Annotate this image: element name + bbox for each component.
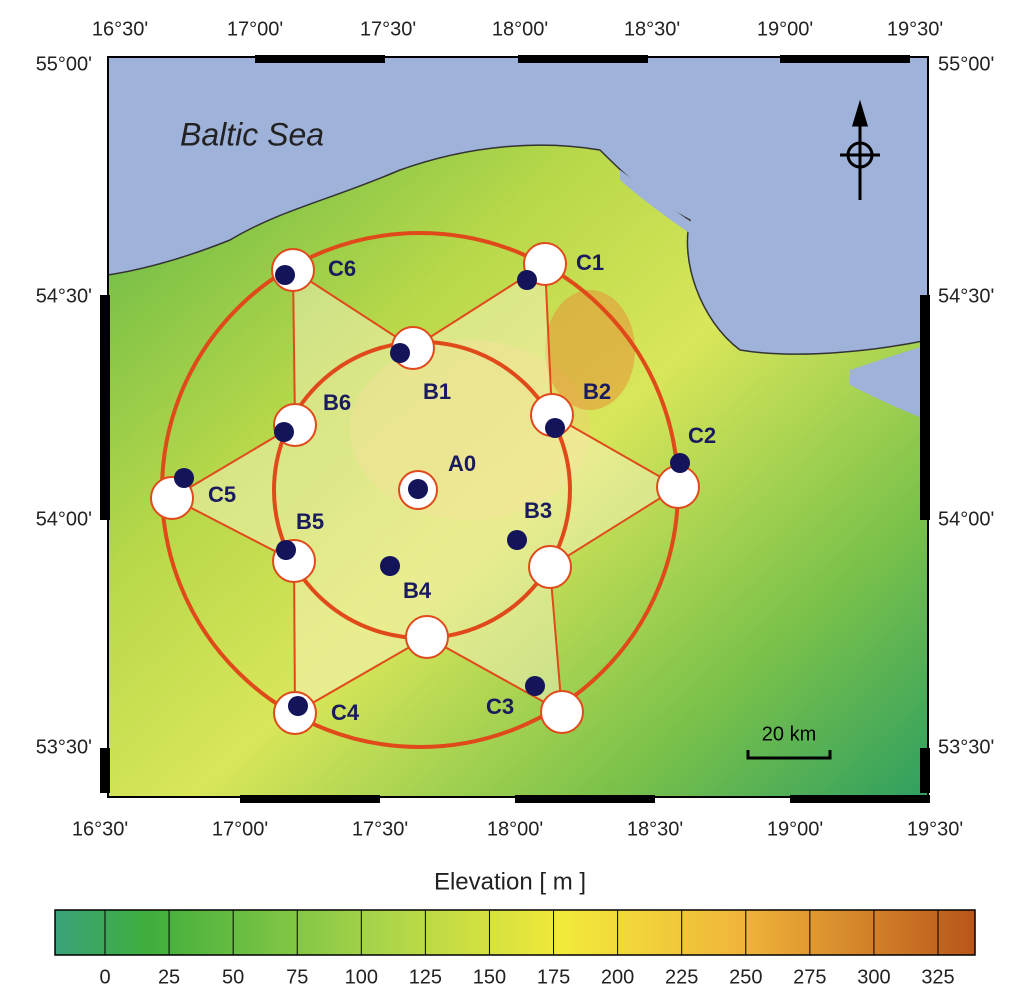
colorbar-label: 100: [345, 966, 378, 988]
lat-label: 54°00': [938, 508, 994, 530]
station-ring: [529, 546, 571, 588]
lon-label: 16°30': [72, 818, 128, 840]
station-point: [670, 453, 690, 473]
station-label: C5: [208, 482, 236, 507]
station-label: A0: [448, 451, 476, 476]
station-point: [380, 556, 400, 576]
colorbar: [55, 910, 975, 955]
station-label: C6: [328, 256, 356, 281]
lat-label: 53°30': [938, 736, 994, 758]
lat-label: 55°00': [36, 53, 92, 75]
lat-label: 54°30': [36, 285, 92, 307]
station-point: [517, 270, 537, 290]
station-label: B5: [296, 509, 324, 534]
station-ring: [406, 616, 448, 658]
lon-label: 17°30': [360, 18, 416, 40]
legend-title: Elevation [ m ]: [434, 868, 586, 895]
lon-label: 19°00': [767, 818, 823, 840]
station-point: [174, 468, 194, 488]
colorbar-label: 150: [473, 966, 506, 988]
station-ring: [541, 691, 583, 733]
lon-label: 19°00': [757, 18, 813, 40]
colorbar-label: 200: [601, 966, 634, 988]
sea-label: Baltic Sea: [180, 116, 324, 152]
lat-label: 55°00': [938, 53, 994, 75]
lon-label: 18°30': [624, 18, 680, 40]
station-point: [288, 696, 308, 716]
lon-label: 19°30': [907, 818, 963, 840]
station-label: B2: [583, 379, 611, 404]
station-label: B6: [323, 390, 351, 415]
map-figure: A0 B1 B2 B3 B4 B5 B6 C1 C2 C3 C4 C5 C6 Baltic Sea 20…: [0, 0, 1020, 993]
lon-label: 16°30': [92, 18, 148, 40]
lon-label: 18°30': [627, 818, 683, 840]
scale-label: 20 km: [762, 723, 816, 745]
colorbar-label: 175: [537, 966, 570, 988]
lon-label: 18°00': [492, 18, 548, 40]
colorbar-label: 300: [857, 966, 890, 988]
colorbar-label: 225: [665, 966, 698, 988]
map-area: A0 B1 B2 B3 B4 B5 B6 C1 C2 C3 C4 C5 C6 Baltic Sea 20…: [100, 55, 930, 803]
station-label: B1: [423, 379, 451, 404]
colorbar-label: 75: [286, 966, 308, 988]
station-label: C4: [331, 700, 360, 725]
lat-label: 54°30': [938, 285, 994, 307]
colorbar-label: 50: [222, 966, 244, 988]
station-point: [408, 479, 428, 499]
lon-label: 17°00': [227, 18, 283, 40]
colorbar-label: 0: [99, 966, 110, 988]
station-point: [507, 530, 527, 550]
station-point: [276, 540, 296, 560]
station-point: [274, 422, 294, 442]
colorbar-label: 25: [158, 966, 180, 988]
station-label: C2: [688, 423, 716, 448]
lat-label: 53°30': [36, 736, 92, 758]
station-point: [545, 418, 565, 438]
colorbar-label: 125: [409, 966, 442, 988]
station-label: C1: [576, 250, 604, 275]
station-label: B4: [403, 578, 432, 603]
colorbar-label: 250: [729, 966, 762, 988]
station-point: [525, 676, 545, 696]
lon-label: 19°30': [887, 18, 943, 40]
lon-label: 17°30': [352, 818, 408, 840]
station-label: B3: [524, 498, 552, 523]
station-label: C3: [486, 694, 514, 719]
lon-label: 18°00': [487, 818, 543, 840]
lat-label: 54°00': [36, 508, 92, 530]
lon-label: 17°00': [212, 818, 268, 840]
colorbar-label: 325: [921, 966, 954, 988]
station-point: [390, 343, 410, 363]
station-point: [275, 265, 295, 285]
colorbar-label: 275: [793, 966, 826, 988]
